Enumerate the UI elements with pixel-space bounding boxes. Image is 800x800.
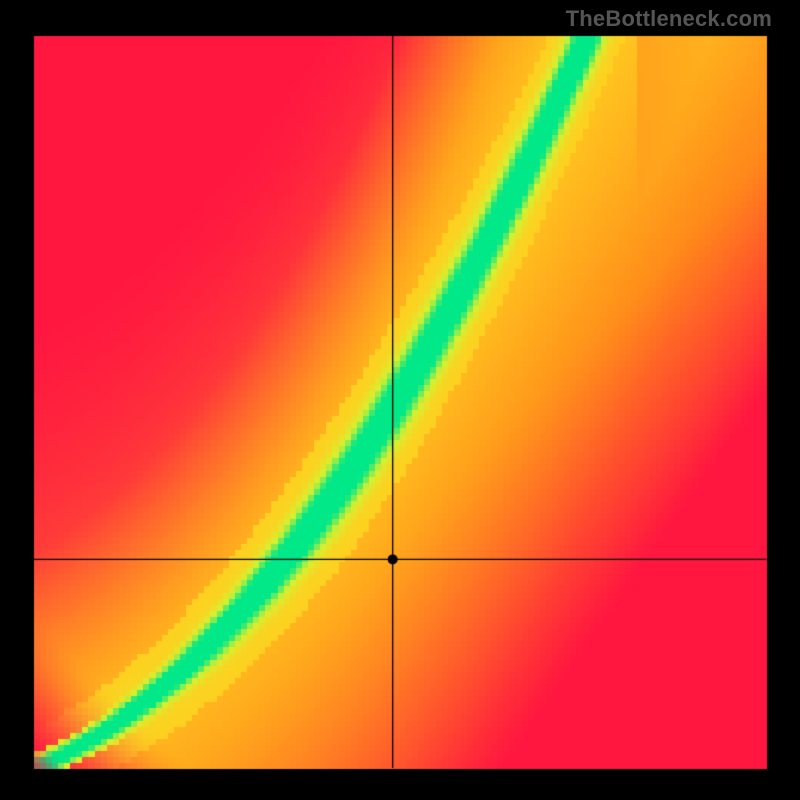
- bottleneck-heatmap: [0, 0, 800, 800]
- chart-container: { "watermark": "TheBottleneck.com", "can…: [0, 0, 800, 800]
- watermark-text: TheBottleneck.com: [566, 6, 772, 32]
